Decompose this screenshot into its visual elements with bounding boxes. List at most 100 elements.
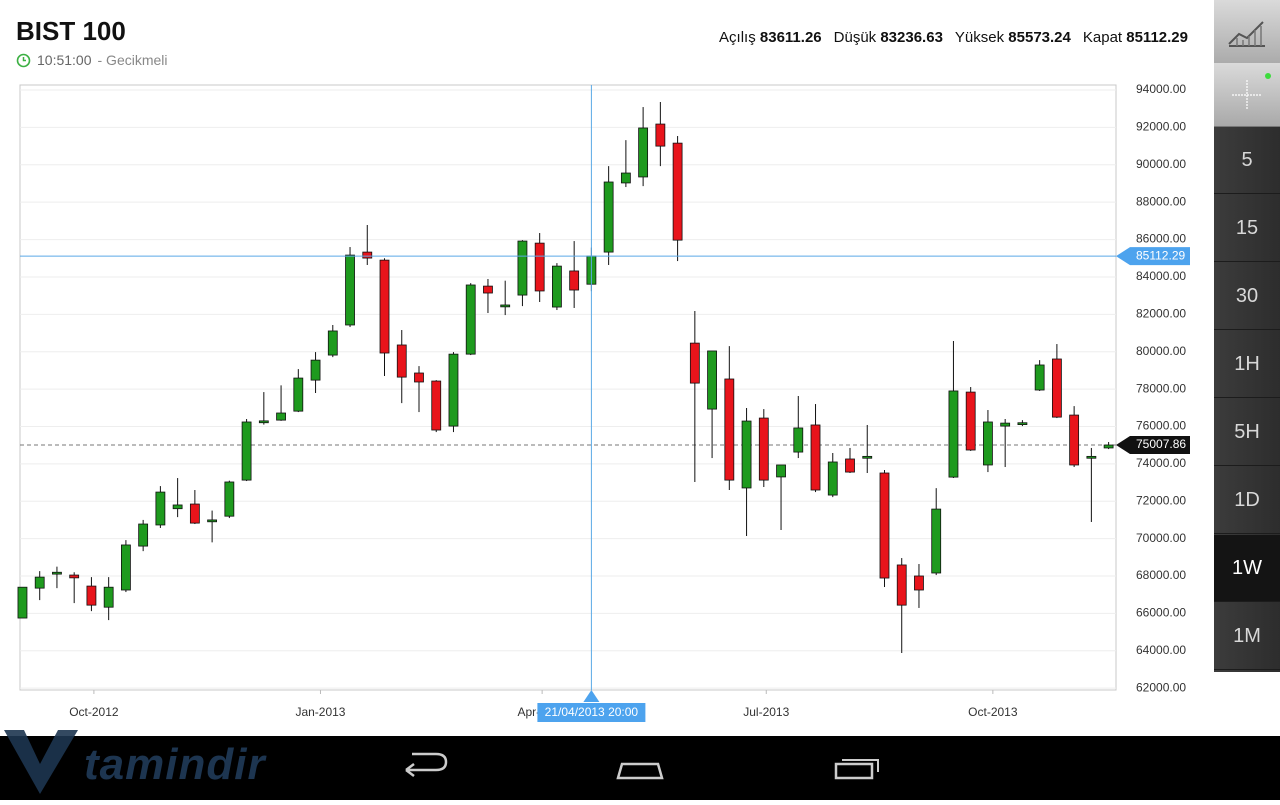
x-tick-label: Oct-2012 bbox=[69, 705, 119, 719]
stat-value: 85573.24 bbox=[1008, 29, 1071, 46]
stat-label: Açılış bbox=[719, 29, 756, 46]
candle-body bbox=[17, 586, 28, 619]
chart-type-button[interactable] bbox=[1214, 0, 1280, 67]
last-price-tag bbox=[1116, 436, 1190, 455]
watermark: tamindir bbox=[84, 740, 266, 789]
candle-body bbox=[241, 421, 252, 481]
candle-body bbox=[431, 380, 442, 431]
interval-button[interactable]: 5H bbox=[1214, 399, 1280, 466]
candle-body bbox=[1017, 422, 1028, 425]
candle-body bbox=[345, 254, 355, 326]
stat-label: Yüksek bbox=[954, 29, 1005, 46]
y-tick-label: 82000.00 bbox=[1136, 306, 1186, 320]
interval-button[interactable]: 1D bbox=[1214, 467, 1280, 534]
candle-body bbox=[655, 123, 666, 147]
stat-value: 85112.29 bbox=[1126, 29, 1188, 46]
crosshair-price-tag bbox=[1116, 247, 1190, 266]
crosshair-date-label: 21/04/2013 20:00 bbox=[545, 705, 639, 719]
candle-body bbox=[121, 544, 131, 591]
candle-body bbox=[948, 390, 959, 478]
back-button[interactable] bbox=[405, 752, 448, 777]
candle-body bbox=[86, 585, 97, 606]
crosshair-date-box bbox=[537, 703, 646, 722]
y-tick-label: 66000.00 bbox=[1136, 606, 1186, 620]
nav-icons bbox=[405, 752, 879, 780]
interval-button[interactable]: 1M bbox=[1214, 603, 1280, 670]
candle-body bbox=[52, 571, 62, 575]
candle-body bbox=[362, 251, 373, 259]
candle-body bbox=[603, 181, 614, 253]
recents-button[interactable] bbox=[834, 759, 879, 780]
candle-body bbox=[569, 270, 580, 291]
crosshair-pointer bbox=[583, 690, 600, 702]
candle-body bbox=[103, 586, 114, 608]
candle-body bbox=[879, 472, 890, 579]
candle-body bbox=[724, 378, 735, 481]
candle-body bbox=[776, 464, 786, 478]
y-tick-label: 70000.00 bbox=[1136, 531, 1186, 545]
candle-body bbox=[224, 481, 235, 517]
candle-body bbox=[620, 172, 631, 184]
sidebar: 5 15 30 1H 5H 1D 1W 1M bbox=[1214, 0, 1280, 672]
chart-title: BIST 100 bbox=[16, 16, 126, 46]
status: - Gecikmeli bbox=[97, 52, 168, 68]
candle-body bbox=[965, 391, 976, 451]
candle-body bbox=[1034, 364, 1045, 391]
candle-body bbox=[172, 504, 183, 510]
candle-body bbox=[483, 285, 493, 294]
stat-label: Düşük bbox=[833, 29, 877, 46]
candle-body bbox=[983, 421, 993, 466]
candle-body bbox=[327, 330, 338, 356]
interval-button[interactable]: 1W bbox=[1214, 535, 1280, 602]
candle-body bbox=[896, 564, 907, 606]
candle-body bbox=[207, 519, 218, 523]
candle-body bbox=[1086, 455, 1097, 459]
candle-body bbox=[396, 344, 407, 378]
y-tick-label: 84000.00 bbox=[1136, 269, 1186, 283]
y-tick-label: 92000.00 bbox=[1136, 120, 1186, 134]
candle-body bbox=[310, 359, 321, 381]
stat-value: 83236.63 bbox=[880, 29, 943, 46]
y-tick-label: 68000.00 bbox=[1136, 568, 1186, 582]
candle-body bbox=[1069, 414, 1080, 466]
candle-body bbox=[414, 372, 424, 383]
time: 10:51:00 bbox=[37, 52, 92, 68]
candle-body bbox=[1103, 444, 1114, 449]
candle-body bbox=[1051, 358, 1062, 418]
candle-body bbox=[741, 420, 752, 489]
candle-body bbox=[931, 508, 942, 574]
candle-body bbox=[552, 265, 562, 308]
home-button[interactable] bbox=[616, 762, 664, 780]
crosshair-button[interactable] bbox=[1214, 63, 1280, 127]
candle-body bbox=[465, 284, 476, 355]
y-tick-label: 72000.00 bbox=[1136, 493, 1186, 507]
y-tick-label: 78000.00 bbox=[1136, 381, 1186, 395]
clock-icon bbox=[16, 53, 31, 67]
x-tick-label: Jan-2013 bbox=[295, 705, 345, 719]
x-tick-label: Oct-2013 bbox=[968, 705, 1018, 719]
interval-button[interactable]: 30 bbox=[1214, 263, 1280, 330]
candle-body bbox=[34, 576, 45, 589]
candle-body bbox=[638, 127, 649, 178]
y-tick-label: 76000.00 bbox=[1136, 419, 1186, 433]
y-tick-label: 62000.00 bbox=[1136, 680, 1186, 694]
stat: Yüksek 85573.24 bbox=[955, 29, 1071, 46]
interval-button[interactable]: 15 bbox=[1214, 195, 1280, 262]
candle-body bbox=[827, 461, 838, 496]
crosshair-icon bbox=[1232, 72, 1271, 110]
candle-body bbox=[293, 377, 304, 412]
y-tick-label: 80000.00 bbox=[1136, 344, 1186, 358]
candle-body bbox=[845, 458, 855, 473]
candle-body bbox=[276, 412, 286, 421]
candle-body bbox=[534, 242, 545, 292]
chart-icon bbox=[1228, 21, 1265, 47]
candle-body bbox=[500, 304, 511, 308]
candle-body bbox=[758, 417, 769, 481]
candle-body bbox=[69, 574, 80, 579]
watermark-logo bbox=[4, 730, 78, 794]
crosshair-price-label: 85112.29 bbox=[1136, 248, 1185, 262]
interval-button[interactable]: 1H bbox=[1214, 331, 1280, 398]
interval-button[interactable]: 5 bbox=[1214, 127, 1280, 194]
stat: Kapat 85112.29 bbox=[1083, 29, 1188, 46]
